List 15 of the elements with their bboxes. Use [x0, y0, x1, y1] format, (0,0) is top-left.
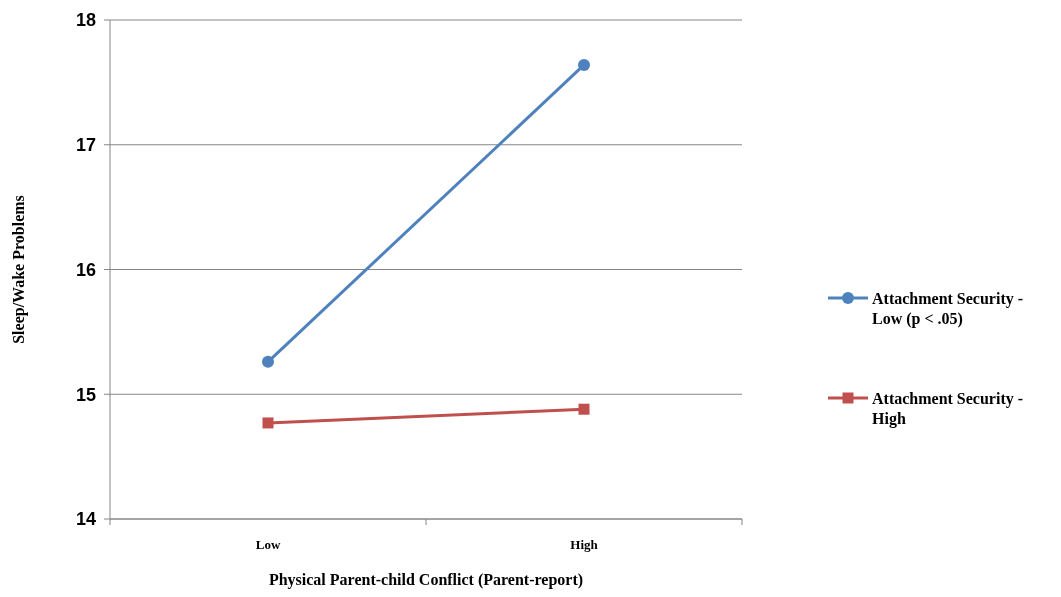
point	[578, 403, 590, 415]
y-tick-label: 15	[75, 384, 96, 405]
y-tick-label: 18	[75, 10, 96, 31]
y-tick-label: 16	[75, 259, 96, 280]
x-tick-label: High	[570, 537, 599, 552]
y-tick-label: 17	[75, 135, 96, 156]
y-tick-label: 14	[75, 509, 96, 530]
point	[262, 417, 274, 429]
point	[578, 58, 590, 71]
x-axis-title: Physical Parent-child Conflict (Parent-report)	[268, 571, 584, 589]
legend-label: Attachment Security - Low (p < .05)	[872, 289, 1024, 329]
x-tick-label: Low	[255, 537, 281, 552]
legend-label: Attachment Security - High	[872, 389, 1024, 429]
point	[262, 355, 274, 368]
y-axis-title: Sleep/Wake Problems	[10, 195, 28, 344]
